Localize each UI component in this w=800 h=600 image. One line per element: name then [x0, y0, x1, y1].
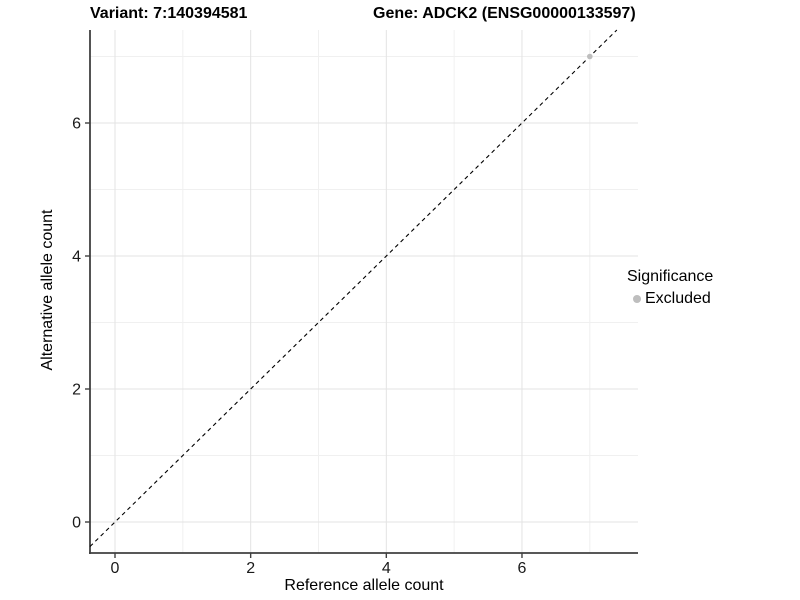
- y-tick-label: 4: [72, 249, 81, 266]
- x-tick-label: 0: [111, 560, 120, 577]
- legend-item-label: Excluded: [645, 290, 711, 307]
- chart-title-gene: Gene: ADCK2 (ENSG00000133597): [373, 5, 636, 22]
- x-tick-label: 6: [518, 560, 527, 577]
- x-axis-title: Reference allele count: [284, 577, 444, 594]
- legend-title: Significance: [627, 268, 714, 285]
- y-tick-label: 6: [72, 116, 81, 133]
- legend: Significance Excluded: [627, 266, 713, 309]
- y-axis-title: Alternative allele count: [36, 170, 60, 410]
- data-point-excluded: [587, 53, 593, 60]
- chart-title-variant: Variant: 7:140394581: [90, 5, 248, 22]
- x-tick-label: 4: [382, 560, 391, 577]
- y-tick-label: 0: [72, 515, 81, 532]
- x-tick-label: 2: [246, 560, 255, 577]
- identity-reference-line: [89, 29, 618, 547]
- excluded-point-icon: [633, 294, 641, 303]
- legend-item-excluded: Excluded: [627, 288, 713, 309]
- y-axis-title-text: Alternative allele count: [39, 209, 56, 371]
- y-tick-label: 2: [72, 382, 81, 399]
